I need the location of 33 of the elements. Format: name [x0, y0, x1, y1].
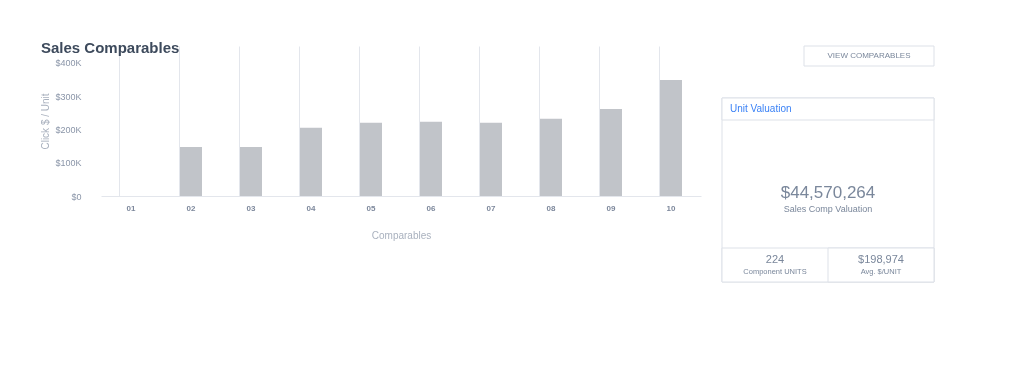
y-tick-label: $400K	[55, 58, 82, 69]
text: $44,570,264	[780, 183, 876, 202]
y-tick-label: $200K	[55, 124, 82, 135]
y-tick-label: $300K	[55, 91, 82, 102]
bar	[540, 118, 562, 196]
bar	[420, 121, 442, 196]
x-tick-label: 05	[366, 203, 376, 213]
x-tick-label: 08	[546, 203, 556, 213]
y-tick-label: $0	[71, 191, 82, 202]
text: Sales Comp Valuation	[783, 204, 873, 214]
x-tick-label: 09	[606, 203, 616, 213]
x-axis-title: Comparables	[371, 229, 432, 241]
bar	[360, 122, 382, 196]
text: Unit Valuation	[730, 103, 792, 114]
bar	[240, 147, 262, 196]
x-tick-label: 02	[186, 203, 196, 213]
text: VIEW COMPARABLES	[827, 51, 911, 60]
y-tick-label: $100K	[55, 158, 82, 169]
text: $198,974	[858, 253, 904, 265]
y-axis-title: Click $ / Unit	[40, 93, 52, 150]
text: 224	[765, 253, 785, 265]
x-tick-label: 01	[126, 203, 136, 213]
chart-title: Sales Comparables	[40, 38, 180, 56]
x-tick-label: 03	[246, 203, 256, 213]
x-tick-label: 10	[666, 203, 676, 213]
x-tick-label: 07	[486, 203, 496, 213]
x-tick-label: 06	[426, 203, 436, 213]
x-tick-label: 04	[306, 203, 316, 213]
bar	[300, 127, 322, 196]
bar	[180, 147, 202, 196]
bar	[600, 109, 622, 196]
bar	[660, 80, 682, 196]
bar	[480, 122, 502, 196]
